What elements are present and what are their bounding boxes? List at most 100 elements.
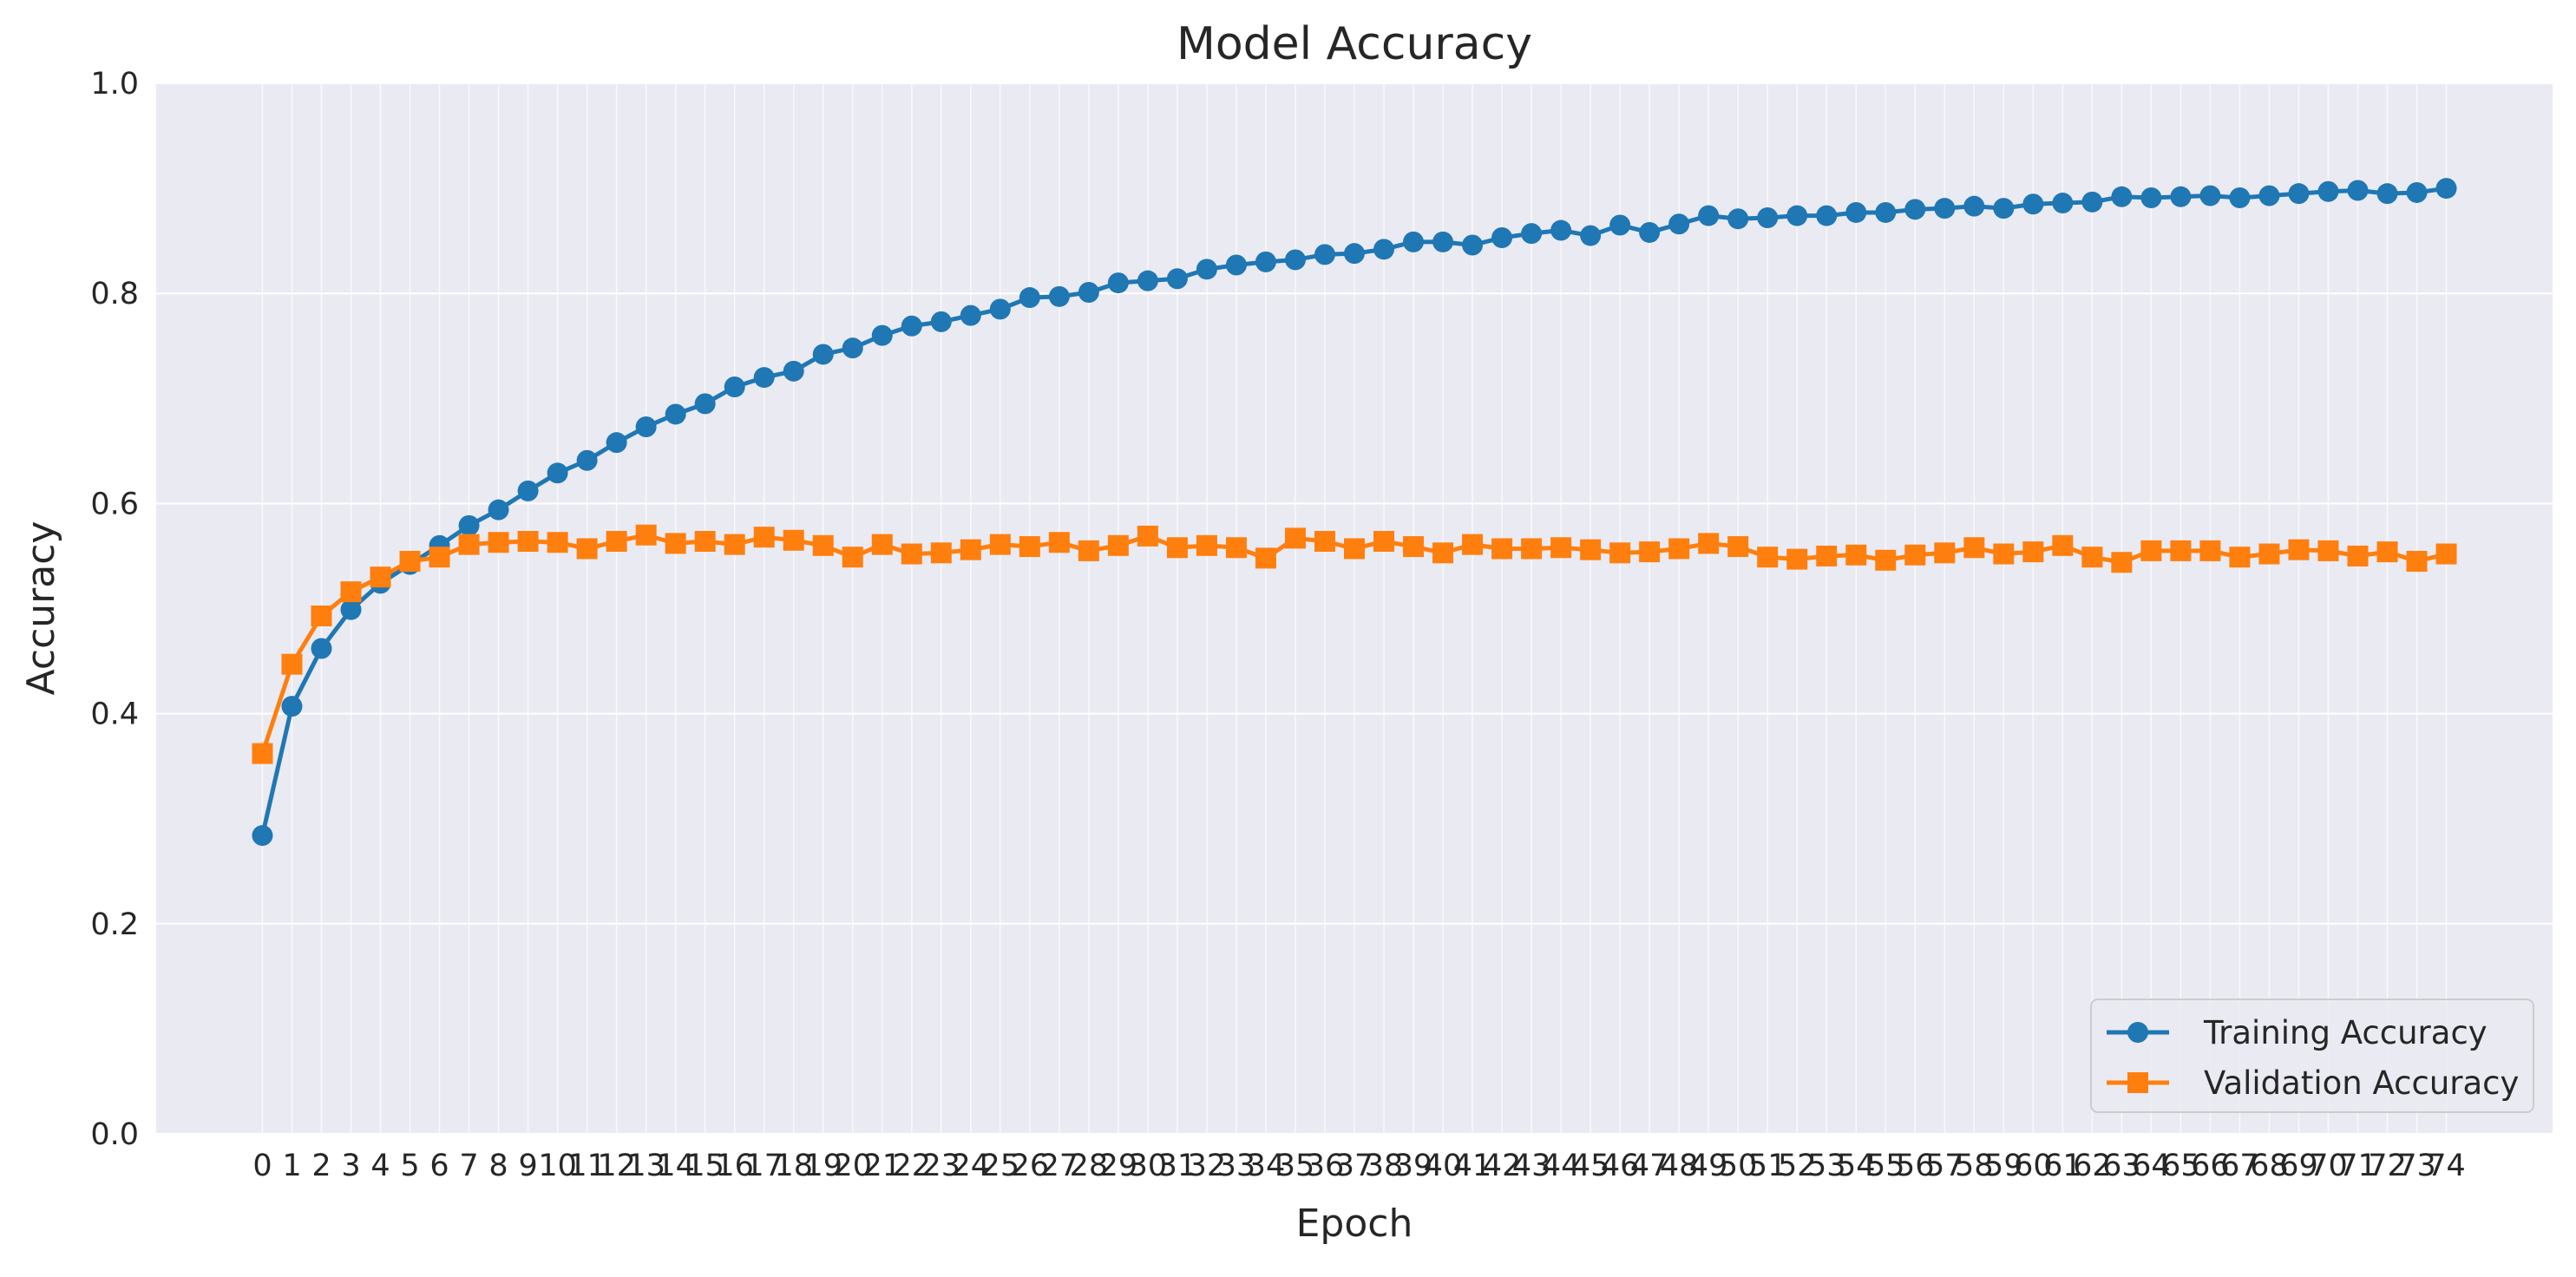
x-tick-label: 18: [774, 1149, 813, 1183]
data-point: [1786, 548, 1808, 570]
chart-title: Model Accuracy: [1177, 18, 1532, 70]
data-point: [1107, 534, 1129, 556]
data-point: [1639, 221, 1661, 243]
data-point: [1934, 198, 1956, 219]
y-tick-label: 0.6: [90, 487, 139, 521]
data-point: [2435, 543, 2457, 565]
x-tick-label: 60: [2014, 1149, 2053, 1183]
data-point: [252, 743, 273, 764]
y-tick-label: 0.4: [90, 697, 139, 732]
x-tick-label: 49: [1689, 1149, 1728, 1183]
data-point: [1609, 542, 1631, 564]
x-tick-label: 16: [715, 1149, 754, 1183]
data-point: [812, 534, 834, 556]
data-point: [1786, 205, 1808, 226]
data-point: [871, 324, 893, 346]
data-point: [1521, 223, 1543, 245]
data-point: [2317, 180, 2339, 202]
x-tick-label: 4: [370, 1149, 390, 1183]
x-tick-label: 21: [862, 1149, 901, 1183]
data-point: [1727, 208, 1749, 230]
data-point: [2170, 186, 2192, 207]
x-tick-label: 39: [1394, 1149, 1433, 1183]
data-point: [960, 539, 981, 560]
x-tick-label: 53: [1807, 1149, 1846, 1183]
x-tick-label: 71: [2338, 1149, 2377, 1183]
data-point: [901, 315, 922, 337]
data-point: [1609, 214, 1631, 236]
data-point: [783, 360, 804, 382]
data-point: [1845, 201, 1867, 223]
data-point: [665, 403, 686, 425]
data-point: [1668, 213, 1690, 235]
data-point: [547, 462, 568, 484]
x-tick-label: 30: [1129, 1149, 1168, 1183]
data-point: [1698, 533, 1720, 554]
data-point: [724, 534, 745, 555]
data-point: [2081, 191, 2103, 213]
y-tick-label: 0.8: [90, 277, 139, 311]
x-tick-label: 8: [488, 1149, 508, 1183]
data-point: [2170, 540, 2192, 561]
data-point: [1845, 544, 1867, 566]
y-axis-ticks: 0.0 0.2 0.4 0.6 0.8 1.0: [90, 67, 139, 1152]
data-point: [1196, 534, 1217, 556]
series-training: [252, 178, 2457, 847]
x-tick-label: 69: [2279, 1149, 2318, 1183]
data-point: [1491, 538, 1513, 560]
data-point: [930, 542, 952, 564]
data-point: [517, 530, 539, 552]
data-point: [606, 530, 627, 552]
x-tick-label: 47: [1630, 1149, 1669, 1183]
data-point: [989, 534, 1011, 555]
data-point: [1698, 205, 1720, 226]
data-point: [1963, 537, 1985, 559]
x-tick-label: 37: [1335, 1149, 1374, 1183]
x-tick-label: 25: [981, 1149, 1020, 1183]
data-point: [1993, 543, 2015, 565]
data-point: [1462, 534, 1484, 555]
x-tick-label: 17: [744, 1149, 783, 1183]
data-point: [340, 599, 362, 620]
x-tick-label: 23: [922, 1149, 961, 1183]
data-point: [1166, 537, 1188, 559]
x-tick-label: 48: [1660, 1149, 1699, 1183]
data-point: [1225, 254, 1247, 276]
x-tick-label: 73: [2397, 1149, 2436, 1183]
x-tick-label: 51: [1748, 1149, 1787, 1183]
data-point: [1314, 244, 1335, 265]
x-tick-label: 28: [1070, 1149, 1109, 1183]
data-point: [1727, 536, 1749, 558]
data-point: [1255, 251, 1276, 272]
x-tick-label: 72: [2368, 1149, 2407, 1183]
data-point: [724, 376, 745, 397]
series-validation: [252, 524, 2457, 764]
data-point: [576, 538, 598, 560]
data-point: [2140, 540, 2162, 561]
data-point: [1403, 231, 1425, 252]
data-point: [842, 337, 863, 359]
data-point: [1078, 540, 1099, 561]
data-point: [547, 532, 568, 553]
data-point: [1875, 201, 1897, 223]
data-point: [2406, 551, 2428, 573]
data-point: [1078, 281, 1099, 303]
data-point: [1580, 539, 1602, 560]
data-point: [783, 529, 804, 551]
x-tick-label: 45: [1571, 1149, 1610, 1183]
x-tick-label: 43: [1512, 1149, 1551, 1183]
x-axis-label: Epoch: [1296, 1202, 1413, 1246]
data-point: [1904, 199, 1926, 220]
x-tick-label: 7: [459, 1149, 478, 1183]
x-tick-label: 55: [1866, 1149, 1905, 1183]
x-tick-label: 26: [1011, 1149, 1050, 1183]
x-tick-label: 41: [1453, 1149, 1492, 1183]
x-tick-label: 68: [2250, 1149, 2289, 1183]
x-tick-label: 9: [518, 1149, 537, 1183]
x-tick-label: 36: [1306, 1149, 1345, 1183]
x-tick-label: 2: [311, 1149, 331, 1183]
x-tick-label: 52: [1778, 1149, 1817, 1183]
data-point: [311, 638, 332, 659]
data-point: [370, 566, 391, 588]
x-tick-label: 58: [1955, 1149, 1994, 1183]
